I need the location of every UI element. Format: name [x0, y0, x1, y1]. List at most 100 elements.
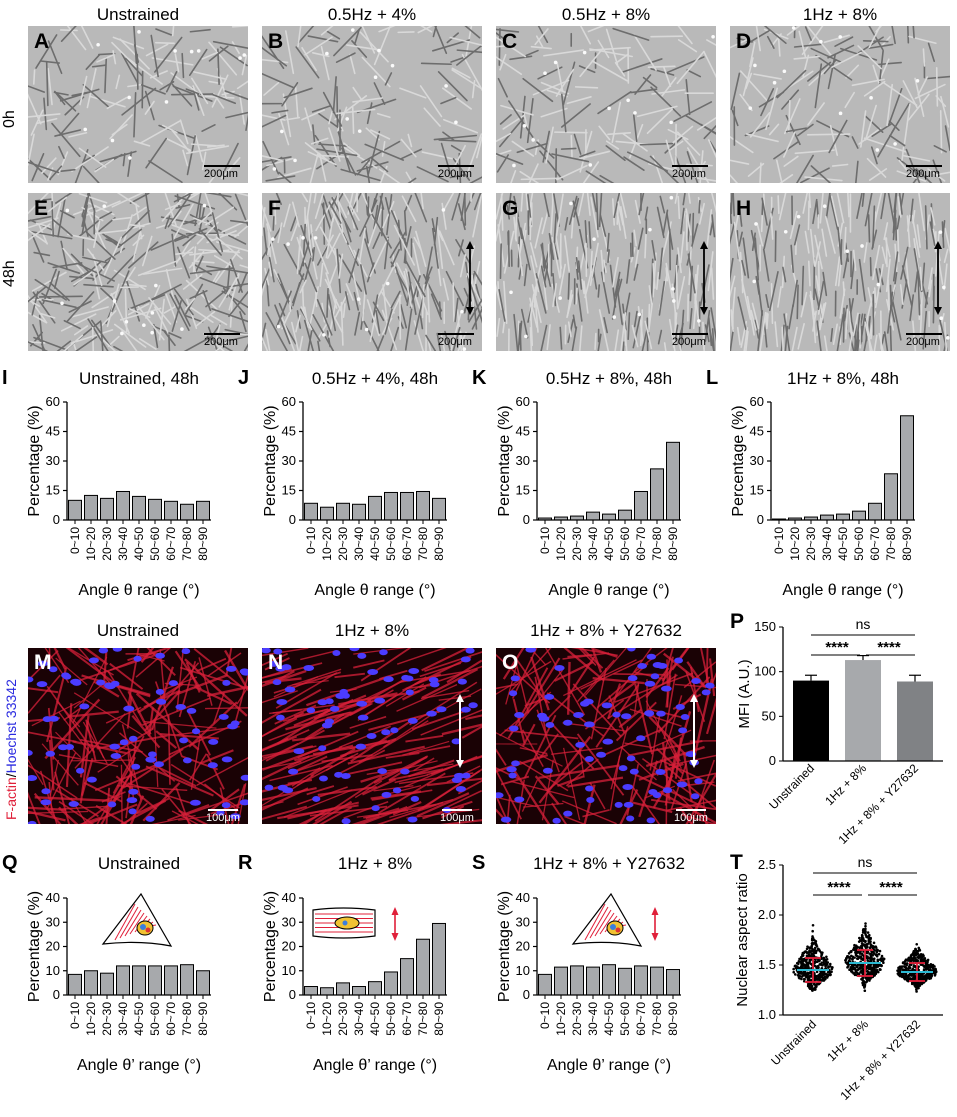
cell — [783, 98, 801, 135]
cell — [630, 88, 658, 94]
cell — [361, 193, 375, 220]
cell — [28, 299, 41, 308]
cell — [570, 216, 574, 239]
micrograph-g: G 200μm — [496, 193, 716, 351]
cell — [42, 268, 57, 305]
cell — [561, 93, 567, 133]
actin-fiber — [440, 805, 465, 819]
cell — [456, 49, 482, 54]
nucleus — [79, 703, 90, 710]
scatter-point — [899, 966, 903, 969]
cell — [113, 345, 124, 351]
cell — [943, 263, 948, 291]
cell — [594, 332, 597, 351]
actin-fiber — [319, 806, 353, 824]
actin-fiber — [496, 653, 551, 704]
cell — [520, 193, 524, 212]
round-cell — [364, 327, 369, 332]
y-tick-label: 45 — [282, 424, 296, 439]
round-cell — [822, 204, 827, 208]
fluor-image-m: M 100μm — [28, 648, 248, 824]
cell — [634, 249, 639, 268]
nucleus — [508, 772, 517, 779]
cell — [443, 118, 478, 134]
cell — [650, 68, 675, 76]
cell — [552, 273, 557, 307]
cell — [262, 114, 287, 128]
cell — [856, 339, 860, 351]
cell — [400, 138, 417, 158]
cell — [132, 206, 147, 217]
cell — [262, 46, 288, 67]
cell — [234, 193, 248, 197]
actin-fiber — [420, 689, 470, 700]
cell — [53, 90, 66, 106]
cell — [144, 193, 151, 224]
actin-fiber — [190, 738, 201, 791]
cell — [698, 202, 705, 225]
cell — [239, 264, 248, 269]
x-tick-label: 30~40 — [116, 1002, 130, 1036]
nucleus — [525, 648, 537, 653]
bar — [884, 473, 898, 521]
round-cell — [272, 167, 277, 171]
bar — [304, 986, 318, 996]
cell — [352, 97, 383, 103]
nucleus — [622, 784, 634, 791]
bar — [586, 966, 600, 996]
cell — [129, 193, 150, 204]
cell — [351, 193, 362, 213]
cell — [379, 165, 388, 183]
scatter-point — [854, 953, 858, 957]
cell — [674, 193, 679, 204]
y-tick-label: 0 — [757, 512, 764, 527]
chart-r: R 1Hz + 8% 0 10 20 30 40 Percentage (%) 0~10 10~2… — [236, 850, 466, 1095]
panel-label-j: J — [238, 367, 249, 389]
cell — [361, 56, 391, 88]
nucleus — [612, 711, 621, 718]
actin-fiber — [171, 810, 199, 824]
micrograph-c: C 200μm — [496, 26, 716, 183]
cell — [579, 325, 583, 351]
cell — [530, 45, 552, 50]
cell — [939, 110, 943, 154]
scatter-point — [802, 979, 806, 983]
round-cell — [286, 242, 290, 246]
cell — [407, 271, 417, 316]
cell — [691, 212, 695, 244]
actin-fiber — [262, 780, 300, 793]
y-tick-label: 60 — [46, 394, 60, 409]
chart-t: 1.0 1.5 2.0 2.5 Nuclear aspect ratio Unstrain… — [728, 854, 957, 1117]
scatter-point — [866, 972, 869, 976]
cell — [598, 193, 603, 228]
cell — [603, 259, 607, 273]
nucleus — [584, 756, 594, 763]
y-tick-label: 15 — [750, 483, 764, 498]
cell — [307, 151, 337, 166]
scatter-point — [869, 936, 872, 940]
scatter-point — [801, 966, 805, 970]
actin-fiber — [189, 753, 208, 781]
cell — [174, 294, 191, 327]
cell — [394, 266, 408, 303]
nucleus — [225, 665, 237, 672]
actin-fiber — [686, 661, 706, 688]
y-tick-label: 10 — [282, 963, 296, 978]
cell — [619, 193, 627, 219]
scale-bar — [672, 165, 708, 167]
cell — [860, 110, 867, 148]
cell — [807, 200, 810, 231]
cell — [326, 287, 329, 318]
scatter-point — [865, 942, 869, 946]
cell — [62, 247, 87, 277]
x-tick-label: 50~60 — [618, 1002, 632, 1036]
cell — [190, 77, 209, 105]
cell — [31, 152, 45, 182]
cell — [60, 26, 77, 42]
bar — [650, 468, 664, 521]
actin-fiber — [193, 685, 233, 706]
cell — [674, 155, 687, 183]
cell — [41, 157, 57, 174]
x-tick-label: Unstrained — [766, 761, 817, 812]
cell — [364, 225, 369, 244]
